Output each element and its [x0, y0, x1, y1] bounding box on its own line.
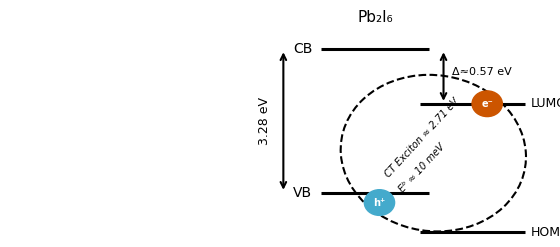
- Text: HOMO: HOMO: [531, 226, 560, 239]
- Text: CB: CB: [293, 42, 312, 56]
- Text: LUMO: LUMO: [531, 97, 560, 110]
- Circle shape: [472, 91, 502, 117]
- Text: Eᵇ ≈ 10 meV: Eᵇ ≈ 10 meV: [397, 142, 446, 194]
- Text: VB: VB: [293, 186, 312, 200]
- Text: CT Exciton ≈ 2.71 eV: CT Exciton ≈ 2.71 eV: [382, 97, 461, 180]
- Text: 3.28 eV: 3.28 eV: [258, 97, 271, 145]
- Text: Δ≈0.57 eV: Δ≈0.57 eV: [452, 67, 512, 77]
- Text: e⁻: e⁻: [482, 99, 493, 109]
- Circle shape: [365, 190, 395, 215]
- Text: h⁺: h⁺: [374, 198, 386, 207]
- Text: Pb₂I₆: Pb₂I₆: [357, 10, 393, 25]
